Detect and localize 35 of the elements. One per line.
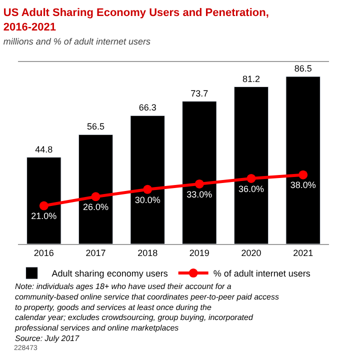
- x-tick-label: 2018: [138, 248, 158, 258]
- point: [91, 192, 100, 202]
- data-label: 56.5: [86, 122, 105, 132]
- legend-label: % of adult internet users: [213, 268, 311, 279]
- data-label: 73.7: [190, 88, 208, 98]
- chart-subtitle: millions and % of adult internet users: [3, 36, 151, 47]
- data-label: 86.5: [294, 64, 312, 74]
- data-label: 21.0%: [31, 211, 57, 222]
- data-label: 36.0%: [238, 184, 264, 194]
- x-tick-label: 2016: [34, 248, 54, 258]
- bar: [26, 157, 62, 244]
- point: [298, 170, 308, 180]
- point: [39, 201, 48, 210]
- data-label: 38.0%: [290, 180, 316, 190]
- data-label: 81.2: [242, 74, 260, 84]
- x-tick-label: 2021: [293, 248, 314, 258]
- data-label: 66.3: [138, 102, 156, 113]
- x-tick-label: 2019: [189, 248, 210, 258]
- x-tick-label: 2020: [241, 248, 262, 258]
- data-label: 26.0%: [82, 202, 109, 212]
- data-label: 44.8: [35, 144, 53, 154]
- bar: [130, 115, 165, 244]
- text: Note: individuals ages 18+ who have used their account for a community-based online service that coordinates peer-to-peer paid access to property, goods and services at least once during the calendar year; excludes crowdsourcing, group buying, incorporated professional services and online marketplaces Source: July 2017: [14, 282, 279, 343]
- data-label: 33.0%: [186, 189, 212, 200]
- chart-title: US Adult Sharing Economy Users and Penetration, 2016-2021: [3, 7, 269, 34]
- data-label: 30.0%: [134, 194, 160, 205]
- bar: [234, 86, 269, 244]
- x-tick-label: 2017: [86, 248, 106, 258]
- legend-label: Adult sharing economy users: [52, 268, 168, 279]
- bar: [78, 134, 114, 244]
- bar: [182, 101, 217, 244]
- bar: [286, 76, 320, 244]
- point: [143, 184, 152, 194]
- point: [194, 179, 204, 188]
- point: [246, 174, 256, 183]
